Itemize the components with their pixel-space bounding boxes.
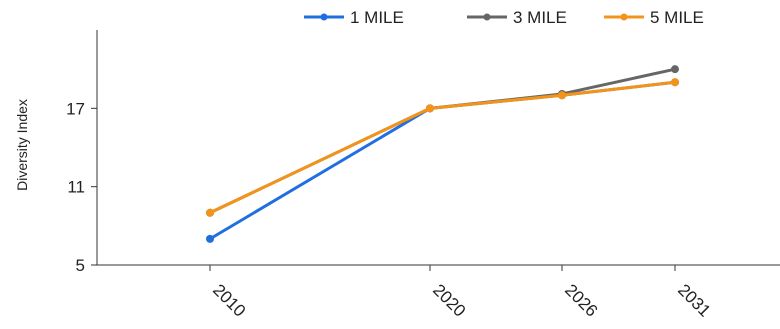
legend-swatch-marker (320, 13, 328, 21)
series-5-mile (206, 78, 679, 217)
data-point (206, 208, 214, 217)
legend-label: 1 MILE (350, 8, 404, 27)
legend-item-5-mile: 5 MILE (604, 8, 704, 27)
x-tick-label: 2020 (429, 280, 469, 320)
y-tick-label: 11 (67, 178, 85, 197)
x-tick-label: 2026 (561, 280, 601, 320)
y-axis-title: Diversity Index (14, 99, 30, 191)
legend-swatch-marker (483, 13, 491, 21)
legend: 1 MILE 3 MILE 5 MILE (304, 8, 704, 27)
y-axis-title-group: Diversity Index (14, 99, 30, 191)
legend-swatch-marker (620, 13, 628, 21)
y-tick-label: 5 (76, 256, 85, 275)
data-point (426, 104, 434, 113)
series-group (206, 65, 679, 243)
axes: 5 11 17 2010 2020 2026 2031 (66, 30, 780, 321)
series-line (208, 80, 677, 215)
data-point (558, 91, 566, 100)
legend-label: 3 MILE (513, 8, 567, 27)
x-tick-label: 2010 (209, 280, 249, 320)
data-point (671, 78, 679, 87)
y-tick-label: 17 (66, 99, 85, 118)
legend-item-1-mile: 1 MILE (304, 8, 404, 27)
series-1-mile (206, 78, 679, 243)
legend-label: 5 MILE (650, 8, 704, 27)
legend-item-3-mile: 3 MILE (467, 8, 567, 27)
data-point (206, 234, 214, 243)
series-3-mile (206, 65, 679, 217)
x-tick-label: 2031 (674, 280, 714, 320)
data-point (671, 65, 679, 74)
